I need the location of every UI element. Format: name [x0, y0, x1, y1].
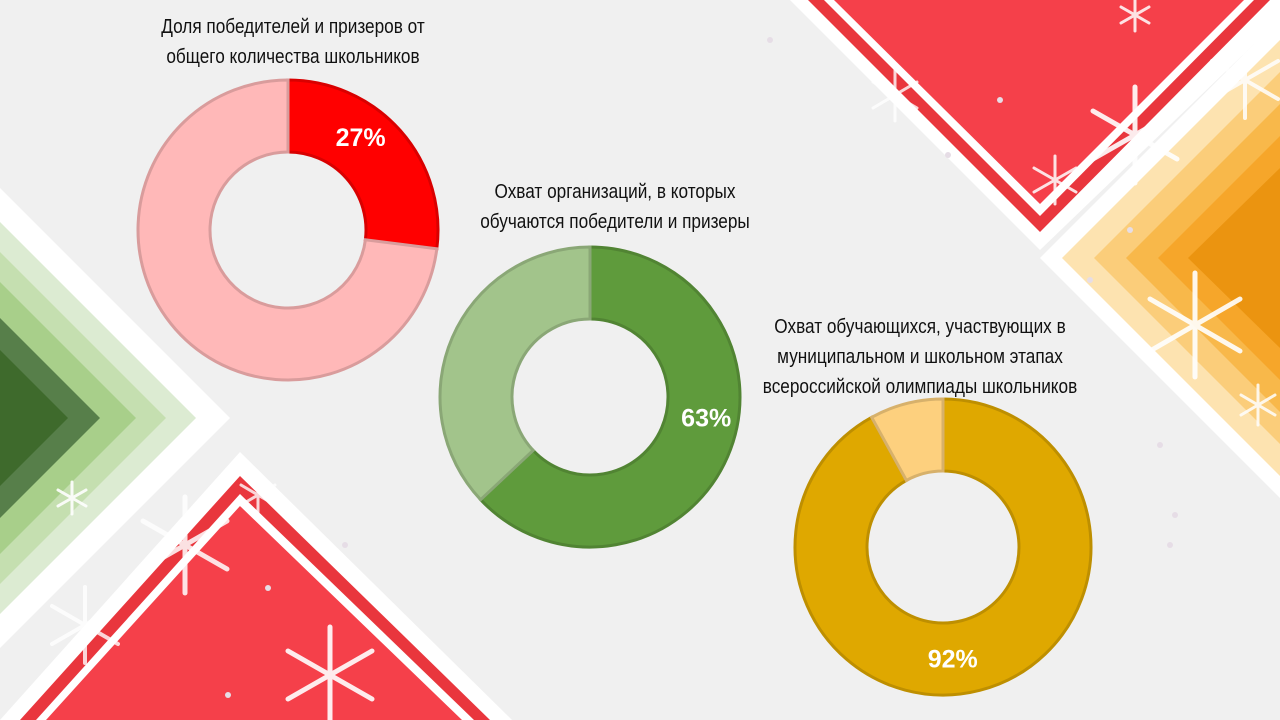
- chart-title-line-2: обучаются победители и призеры: [480, 211, 750, 233]
- donut-slice: [136, 78, 439, 382]
- data-label: 27%: [336, 124, 386, 152]
- data-label: 63%: [681, 404, 731, 432]
- data-label: 92%: [928, 646, 978, 674]
- snowflake-icon: [1090, 84, 1180, 186]
- donut-slice: [286, 78, 440, 251]
- snowflake-icon: [50, 585, 120, 665]
- chart-title-line-1: Охват организаций, в которых: [494, 181, 736, 203]
- snowflake-icon: [871, 67, 919, 123]
- snowflake-icon: [56, 480, 88, 516]
- green-chevron-decoration: [0, 188, 230, 648]
- snowflake-icon: [140, 494, 230, 596]
- donut-slice: [438, 245, 592, 502]
- snow-dots: [225, 37, 1178, 698]
- snowflake-icon: [1239, 383, 1277, 427]
- snowflake-icon: [1210, 40, 1280, 120]
- red-triangle-top-right: [790, 0, 1280, 250]
- orange-chevron-decoration: [1040, 18, 1280, 498]
- chart-title: Охват организаций, в которых обучаются п…: [469, 177, 761, 237]
- donut-slice: [869, 397, 945, 483]
- snowflake-decorations: [50, 0, 1280, 720]
- snowflake-icon: [1032, 154, 1078, 206]
- snowflake-icon: [1147, 270, 1243, 380]
- chart-title-line-2: муниципальном и школьном этапах: [777, 346, 1063, 368]
- snowflake-icon: [285, 624, 375, 720]
- chart-title-line-1: Охват обучающихся, участвующих в: [774, 316, 1066, 338]
- red-triangle-bottom-left: [0, 452, 512, 720]
- donut-slice: [793, 397, 1093, 697]
- chart-title: Охват обучающихся, участвующих в муницип…: [744, 312, 1097, 402]
- donut-slice: [478, 245, 742, 549]
- snowflake-icon: [239, 473, 277, 517]
- chart-title-line-1: Доля победителей и призеров от: [161, 16, 425, 38]
- chart-title-line-2: общего количества школьников: [166, 46, 420, 68]
- chart-title: Доля победителей и призеров от общего ко…: [151, 12, 435, 72]
- chart-title-line-3: всероссийской олимпиады школьников: [762, 376, 1078, 398]
- snowflake-icon: [1119, 0, 1151, 33]
